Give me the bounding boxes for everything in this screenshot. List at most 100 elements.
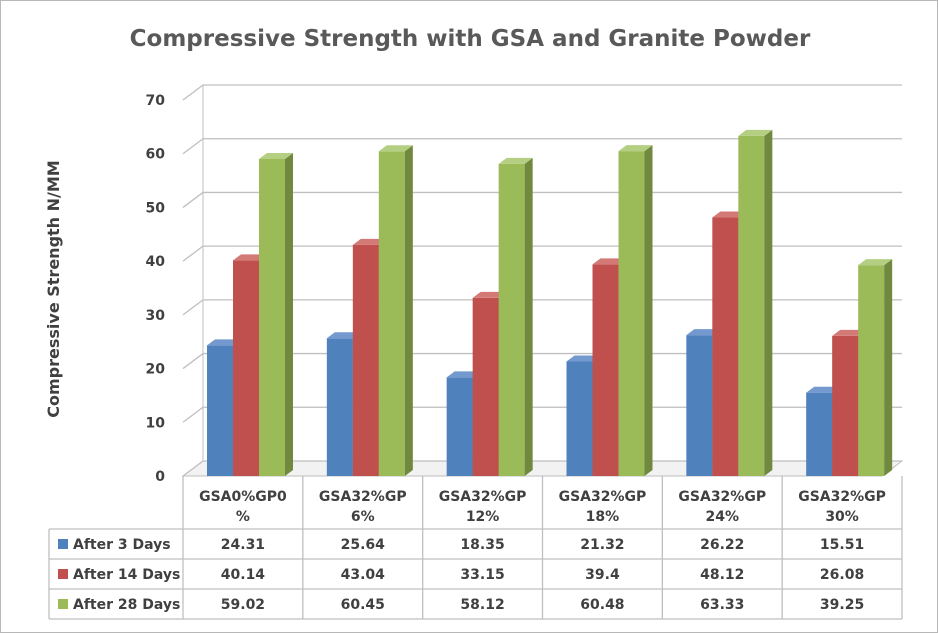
bar-top [352, 238, 387, 245]
bar-front [712, 217, 739, 476]
data-label: 48.12 [700, 567, 744, 583]
x-category-label: 6% [351, 509, 375, 525]
data-table: GSA0%GP0% GSA32%GP 6% GSA32%GP 12% GSA32%GP 18… [48, 476, 903, 620]
data-label: 60.48 [580, 597, 624, 613]
data-label: 15.51 [820, 537, 864, 553]
bar-side [404, 145, 413, 476]
x-category-label: 12% [466, 509, 500, 525]
x-category-label: GSA32%GP [319, 489, 407, 505]
bar [738, 129, 773, 476]
bar-front [832, 335, 859, 476]
bar-top [686, 329, 721, 336]
bar-front [326, 338, 353, 476]
y-axis-ticks: 0 10 20 30 40 50 60 70 [146, 93, 166, 485]
bar-top [472, 291, 507, 298]
bar-front [858, 265, 885, 476]
y-tick-label: 30 [146, 308, 166, 324]
data-label: 24.31 [221, 537, 265, 553]
data-label: 40.14 [221, 567, 266, 583]
gridline [182, 191, 902, 208]
data-label: 18.35 [460, 537, 504, 553]
gridline [182, 299, 902, 316]
bar-top [712, 211, 747, 218]
y-tick-label: 40 [146, 254, 166, 270]
gridline [182, 352, 902, 370]
bar-front [618, 151, 645, 477]
bar-front [498, 163, 525, 477]
x-category-label: 24% [705, 509, 739, 525]
x-category-label: 30% [825, 509, 859, 525]
bar-front [233, 260, 259, 476]
bar-top [832, 329, 867, 336]
bar-top [806, 386, 841, 393]
bar-top [378, 145, 413, 152]
bar [858, 259, 893, 476]
legend-swatch [58, 569, 68, 579]
x-category-label: GSA32%GP [439, 489, 527, 505]
y-tick-label: 60 [146, 147, 166, 163]
y-tick-label: 10 [146, 415, 166, 431]
bar-side [524, 157, 533, 477]
y-tick-label: 50 [146, 200, 166, 216]
data-label: 43.04 [341, 567, 386, 583]
bar-top [259, 152, 293, 159]
bar-side [884, 259, 893, 476]
x-category-label: 18% [586, 509, 620, 525]
data-label: 58.12 [460, 597, 504, 613]
bar-front [592, 264, 619, 476]
bar-front [352, 244, 379, 476]
bar-top [498, 157, 533, 164]
data-label: 33.15 [460, 567, 504, 583]
data-label: 21.32 [580, 537, 624, 553]
bar-side [644, 145, 653, 477]
bar-top [738, 129, 773, 136]
data-label: 39.25 [820, 597, 864, 613]
bar-front [566, 361, 593, 476]
x-category-label: GSA32%GP [798, 489, 886, 505]
bar-top [326, 332, 361, 339]
bar-top [592, 258, 627, 265]
gridline [182, 84, 902, 101]
data-label: 63.33 [700, 597, 744, 613]
bar-top [207, 339, 241, 346]
bar [618, 145, 653, 477]
bar-front [738, 135, 765, 476]
bar [378, 145, 413, 476]
bar-side [285, 152, 293, 477]
y-tick-label: 70 [146, 93, 166, 109]
bar [498, 157, 533, 477]
legend-label: After 28 Days [73, 597, 180, 613]
legend-label: After 14 Days [73, 567, 180, 583]
y-tick-label: 20 [146, 362, 166, 378]
gridline [182, 460, 902, 477]
bar-side [764, 129, 773, 476]
bar-top [858, 259, 893, 266]
gridline [182, 138, 902, 155]
bar-front [259, 158, 285, 477]
x-category-label: GSA32%GP [559, 489, 647, 505]
data-label: 39.4 [585, 567, 620, 583]
x-category-label: GSA0%GP0 [199, 489, 287, 505]
data-label: 60.45 [341, 597, 385, 613]
legend-swatch [58, 539, 68, 549]
chart-title: Compressive Strength with GSA and Granit… [130, 26, 811, 52]
bar-front [806, 392, 833, 476]
bar-top [618, 145, 653, 152]
gridline [182, 406, 902, 423]
bar-front [446, 377, 473, 476]
bar-front [686, 335, 713, 476]
bar [259, 152, 293, 477]
bar-front [472, 297, 499, 476]
bar-front [207, 345, 233, 476]
bar-front [378, 151, 405, 476]
y-tick-label: 0 [155, 469, 165, 485]
data-label: 59.02 [221, 597, 265, 613]
y-axis-label: Compressive Strength N/MM [44, 160, 63, 417]
legend-swatch [58, 599, 68, 609]
legend-label: After 3 Days [73, 537, 171, 553]
data-label: 26.08 [820, 567, 864, 583]
bar-top [233, 254, 267, 261]
x-category-label: % [236, 509, 250, 525]
